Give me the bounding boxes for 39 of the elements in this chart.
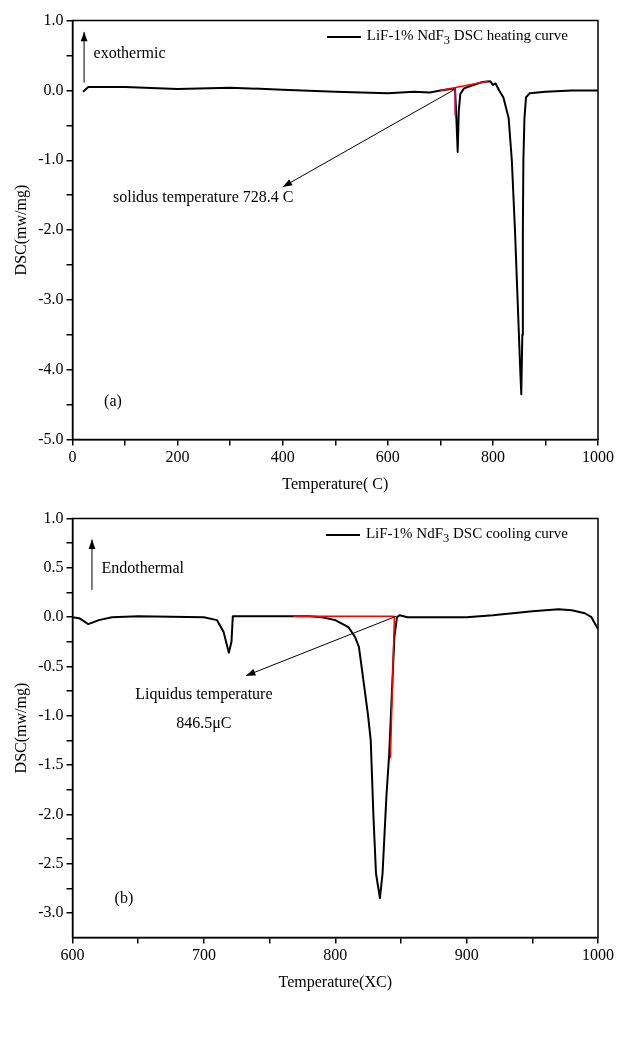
legend-label: LiF-1% NdF$_{3}$ DSC heating curve xyxy=(366,26,568,48)
y-axis-title: DSC(mw/mg) xyxy=(11,184,30,276)
y-tick-label: -1.5 xyxy=(38,755,64,773)
y-tick-label: -0.5 xyxy=(38,656,64,674)
y-tick-label: -5.0 xyxy=(38,429,64,447)
y-tick-label: 1.0 xyxy=(43,508,64,526)
y-tick-label: -2.0 xyxy=(38,220,64,238)
x-tick-label: 600 xyxy=(60,946,85,964)
y-axis-title: DSC(mw/mg) xyxy=(11,682,30,774)
x-tick-label: 0 xyxy=(68,448,77,466)
x-tick-label: 700 xyxy=(191,946,216,964)
x-axis-title: Temperature( C) xyxy=(282,474,389,493)
legend-label: LiF-1% NdF$_{3}$ DSC cooling curve xyxy=(365,524,568,546)
y-tick-label: -1.0 xyxy=(38,705,64,723)
y-tick-label: -2.5 xyxy=(38,853,64,871)
y-tick-label: 0.0 xyxy=(43,80,64,98)
annotation: exothermic xyxy=(93,44,166,62)
x-tick-label: 200 xyxy=(165,448,190,466)
x-tick-label: 1000 xyxy=(582,448,614,466)
annotation: (b) xyxy=(114,888,134,907)
y-tick-label: 0.5 xyxy=(43,558,64,576)
x-tick-label: 800 xyxy=(480,448,505,466)
y-tick-label: -1.0 xyxy=(38,150,64,168)
y-tick-label: -4.0 xyxy=(38,359,64,377)
y-tick-label: 0.0 xyxy=(43,607,64,625)
y-tick-label: -2.0 xyxy=(38,804,64,822)
annotation: Liquidus temperature 846.5μC xyxy=(135,684,273,732)
y-tick-label: -3.0 xyxy=(38,290,64,308)
x-tick-label: 1000 xyxy=(582,946,614,964)
x-tick-label: 800 xyxy=(323,946,348,964)
y-tick-label: 1.0 xyxy=(43,10,64,28)
x-tick-label: 900 xyxy=(454,946,479,964)
annotation: solidus temperature 728.4 C xyxy=(112,188,294,207)
x-axis-title: Temperature(XC) xyxy=(278,972,393,991)
y-tick-label: -3.0 xyxy=(38,903,64,921)
annotation: Endothermal xyxy=(101,559,185,577)
x-tick-label: 600 xyxy=(375,448,400,466)
annotation: (a) xyxy=(104,392,122,411)
x-tick-label: 400 xyxy=(270,448,295,466)
